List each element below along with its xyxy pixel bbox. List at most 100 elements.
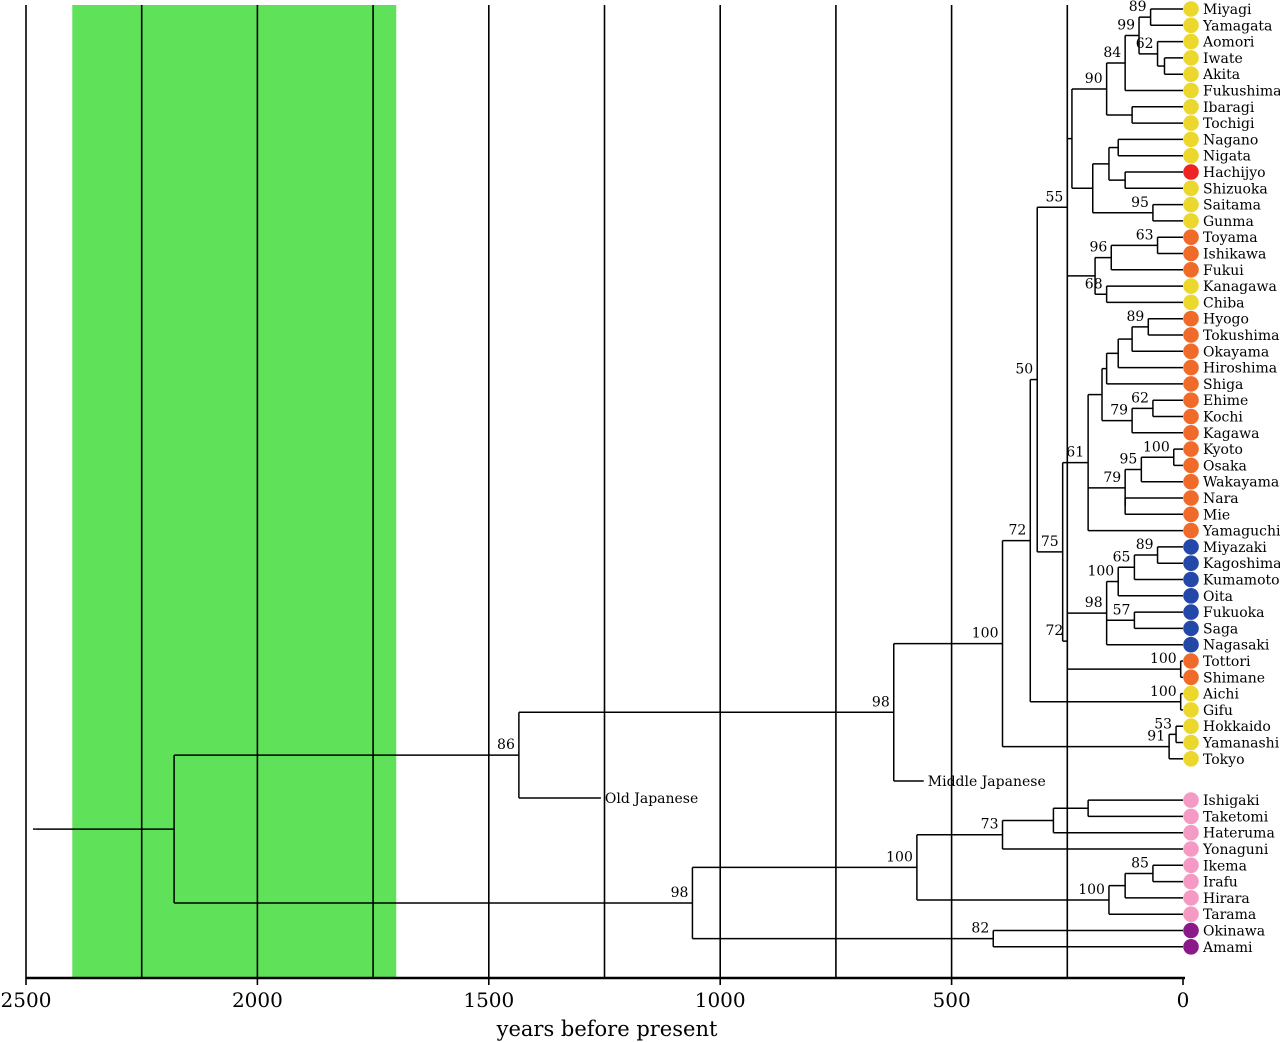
leaf-label: Nara [1203, 491, 1239, 507]
leaf-marker [1183, 734, 1199, 751]
leaf-label: Iwate [1203, 51, 1243, 67]
leaf-marker [1183, 890, 1199, 906]
leaf-marker [1183, 392, 1199, 409]
support-value: 79 [1110, 403, 1128, 419]
leaf-marker [1183, 82, 1199, 99]
leaf-label: Shizuoka [1203, 181, 1268, 197]
leaf-label: Hokkaido [1203, 719, 1271, 735]
support-value: 90 [1085, 71, 1103, 87]
leaf-marker [1183, 857, 1199, 874]
leaf-marker [1183, 473, 1199, 490]
support-values-group: 8698100725055908499896295966368756189796… [497, 0, 1177, 937]
leaf-label: Hateruma [1203, 826, 1275, 842]
leaf-marker [1183, 555, 1199, 571]
x-axis: 2500 2000 1500 1000 500 0 [1, 976, 1190, 1012]
leaf-marker [1183, 792, 1199, 808]
leaf-marker [1183, 824, 1199, 841]
leaf-label: Oita [1203, 589, 1233, 605]
leaf-label: Nagano [1203, 132, 1258, 148]
leaf-label: Mie [1203, 507, 1230, 523]
leaf-label: Yamanashi [1202, 736, 1280, 752]
leaf-label: Fukuoka [1203, 605, 1265, 621]
leaf-label: Kagawa [1203, 426, 1259, 442]
support-value: 100 [886, 849, 913, 865]
support-value: 73 [981, 817, 999, 833]
leaf-marker [1183, 873, 1199, 890]
leaf-label: Yamaguchi [1202, 524, 1280, 540]
support-value: 86 [497, 737, 515, 753]
leaf-marker [1183, 718, 1199, 734]
leaf-label: Okinawa [1203, 924, 1265, 940]
x-tick-label: 0 [1177, 988, 1190, 1012]
leaf-label: Shimane [1203, 670, 1265, 686]
x-tick-label: 1500 [463, 988, 514, 1012]
leaf-marker [1183, 457, 1199, 474]
leaf-label: Aomori [1202, 35, 1255, 51]
support-value: 85 [1131, 855, 1149, 871]
leaf-label: Taketomi [1203, 809, 1269, 825]
leaf-label: Tochigi [1203, 116, 1255, 132]
support-value: 89 [1129, 0, 1147, 15]
leaf-label: Ibaragi [1203, 100, 1255, 116]
leaf-marker [1183, 653, 1199, 669]
leaf-label: Kanagawa [1203, 279, 1277, 295]
leaf-label: Akita [1202, 67, 1240, 83]
leaf-marker [1183, 278, 1199, 294]
leaf-marker [1183, 376, 1199, 392]
leaf-label: Hiroshima [1203, 361, 1277, 377]
leaf-label: Yamagata [1202, 18, 1272, 34]
support-value: 98 [872, 694, 890, 710]
support-value: 100 [972, 626, 999, 642]
leaf-label: Tarama [1203, 907, 1256, 923]
leaf-label: Irafu [1203, 875, 1238, 891]
support-value: 50 [1015, 362, 1033, 378]
leaf-marker [1183, 685, 1199, 702]
leaf-marker [1183, 147, 1199, 164]
leaf-marker [1183, 490, 1199, 506]
leaf-label: Osaka [1203, 458, 1247, 474]
support-value: 75 [1041, 534, 1059, 550]
support-value: 100 [1150, 651, 1177, 667]
support-value: 95 [1131, 195, 1149, 211]
leaf-marker [1183, 359, 1199, 376]
leaf-label: Tottori [1203, 654, 1251, 670]
support-value: 72 [1045, 623, 1063, 639]
leaf-marker [1183, 180, 1199, 197]
leaf-marker [1183, 408, 1199, 425]
leaf-label: Miyazaki [1203, 540, 1267, 556]
support-value: 95 [1120, 451, 1138, 467]
leaf-marker [1183, 50, 1199, 66]
x-tick-label: 2000 [232, 988, 283, 1012]
support-value: 89 [1126, 309, 1144, 325]
support-value: 62 [1131, 390, 1149, 406]
leaf-label: Hachijyo [1203, 165, 1266, 181]
leaf-label: Shiga [1203, 377, 1243, 393]
support-value: 100 [1143, 439, 1170, 455]
support-value: 100 [1078, 882, 1105, 898]
leaf-marker [1183, 425, 1199, 441]
leaf-marker [1183, 213, 1199, 229]
leaf-marker [1183, 620, 1199, 637]
gridlines-group [25, 5, 1069, 978]
leaf-marker [1183, 343, 1199, 360]
leaf-label: Ishigaki [1203, 793, 1260, 809]
leaf-marker [1183, 939, 1199, 955]
leaf-labels-group: MiyagiYamagataAomoriIwateAkitaFukushimaI… [1183, 1, 1280, 956]
leaf-marker [1183, 164, 1199, 180]
leaf-label: Yonaguni [1202, 842, 1269, 858]
x-axis-title: years before present [496, 1017, 718, 1041]
support-value: 53 [1154, 716, 1172, 732]
support-value: 72 [1008, 523, 1026, 539]
leaf-label: Fukushima [1203, 84, 1280, 100]
leaf-marker [1183, 906, 1199, 922]
leaf-marker [1183, 115, 1199, 131]
support-value: 63 [1136, 227, 1154, 243]
support-value: 98 [671, 885, 689, 901]
leaf-marker [1183, 245, 1199, 262]
leaf-label: Saga [1203, 621, 1238, 637]
leaf-marker [1183, 588, 1199, 604]
x-tick-label: 1000 [695, 988, 746, 1012]
leaf-marker [1183, 310, 1199, 327]
support-value: 100 [1087, 564, 1114, 580]
